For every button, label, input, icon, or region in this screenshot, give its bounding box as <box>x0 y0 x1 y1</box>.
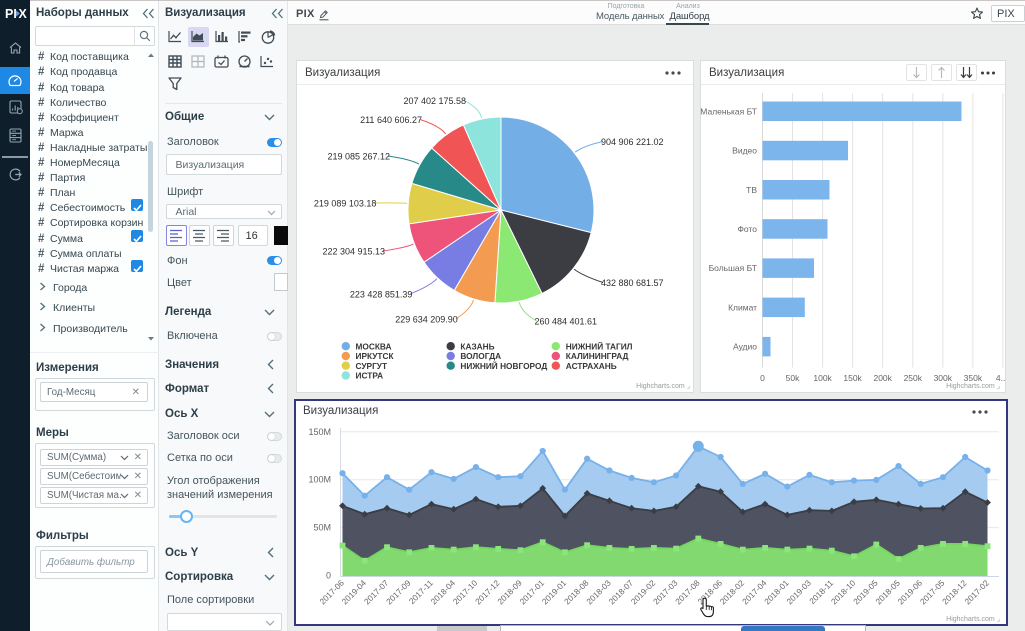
svg-text:300k: 300k <box>934 373 953 383</box>
svg-text:Большая БТ: Большая БТ <box>709 263 757 273</box>
svg-text:50M: 50M <box>313 523 331 533</box>
svg-text:ИРКУТСК: ИРКУТСК <box>356 351 395 361</box>
svg-text:100M: 100M <box>308 475 331 485</box>
svg-text:ИСТРА: ИСТРА <box>356 371 384 381</box>
svg-text:2017-02: 2017-02 <box>962 578 991 607</box>
svg-text:ВОЛОГДА: ВОЛОГДА <box>460 351 501 361</box>
svg-text:Фото: Фото <box>737 224 757 234</box>
svg-text:350k: 350k <box>964 373 983 383</box>
svg-text:X: X <box>19 7 28 20</box>
svg-text:219 089 103.18: 219 089 103.18 <box>314 199 377 209</box>
svg-text:260 484 401.61: 260 484 401.61 <box>535 317 598 327</box>
svg-text:207 402 175.58: 207 402 175.58 <box>403 96 466 106</box>
svg-text:150M: 150M <box>308 427 331 437</box>
svg-text:ТВ: ТВ <box>746 185 757 195</box>
svg-text:4...: 4... <box>996 373 1006 383</box>
svg-text:100k: 100k <box>813 373 832 383</box>
svg-text:Климат: Климат <box>728 302 757 312</box>
svg-text:200k: 200k <box>873 373 892 383</box>
svg-text:0: 0 <box>326 571 331 581</box>
svg-text:АСТРАХАНЬ: АСТРАХАНЬ <box>566 361 617 371</box>
svg-text:Маленькая БТ: Маленькая БТ <box>700 106 757 116</box>
svg-text:50k: 50k <box>786 373 800 383</box>
svg-text:PI: PI <box>5 7 17 20</box>
svg-text:229 634 209.90: 229 634 209.90 <box>395 315 458 325</box>
svg-text:КАЗАНЬ: КАЗАНЬ <box>460 341 494 351</box>
svg-text:НИЖНИЙ НОВГОРОД: НИЖНИЙ НОВГОРОД <box>460 360 547 371</box>
svg-text:НИЖНИЙ ТАГИЛ: НИЖНИЙ ТАГИЛ <box>566 340 633 351</box>
svg-text:Аудио: Аудио <box>733 342 757 352</box>
svg-text:219 085 267.12: 219 085 267.12 <box>327 152 390 162</box>
svg-text:223 428 851.39: 223 428 851.39 <box>350 289 413 299</box>
svg-text:МОСКВА: МОСКВА <box>356 341 392 351</box>
svg-text:250k: 250k <box>904 373 923 383</box>
svg-text:0: 0 <box>760 373 765 383</box>
svg-text:211 640 606.27: 211 640 606.27 <box>360 115 422 125</box>
svg-text:СУРГУТ: СУРГУТ <box>356 361 388 371</box>
svg-text:432 880 681.57: 432 880 681.57 <box>601 278 664 288</box>
svg-text:Видео: Видео <box>732 146 757 156</box>
svg-text:150k: 150k <box>843 373 862 383</box>
svg-text:904 906 221.02: 904 906 221.02 <box>601 137 664 147</box>
svg-text:222 304 915.13: 222 304 915.13 <box>322 247 385 257</box>
svg-text:КАЛИНИНГРАД: КАЛИНИНГРАД <box>566 351 629 361</box>
